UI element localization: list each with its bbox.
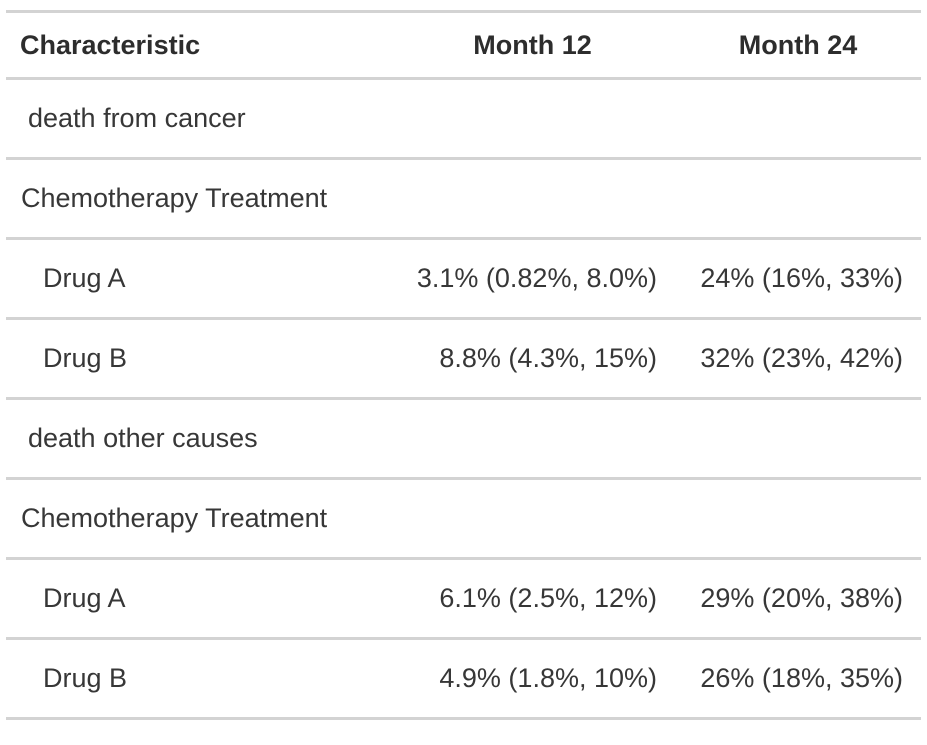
- month12-value: [390, 398, 675, 480]
- row-label-drug-a: Drug A: [6, 558, 390, 640]
- row-label-chemotherapy-treatment: Chemotherapy Treatment: [6, 158, 390, 240]
- table-row: Chemotherapy Treatment: [6, 158, 921, 240]
- table-body: death from cancer Chemotherapy Treatment…: [6, 78, 921, 720]
- row-label-chemotherapy-treatment: Chemotherapy Treatment: [6, 478, 390, 560]
- table-row: Drug A 3.1% (0.82%, 8.0%) 24% (16%, 33%): [6, 238, 921, 320]
- month12-value: [390, 78, 675, 160]
- month12-value: [390, 158, 675, 240]
- table-row: Chemotherapy Treatment: [6, 478, 921, 560]
- month12-value: 3.1% (0.82%, 8.0%): [390, 238, 675, 320]
- month24-value: [675, 398, 921, 480]
- month12-value: 4.9% (1.8%, 10%): [390, 638, 675, 720]
- month12-value: 6.1% (2.5%, 12%): [390, 558, 675, 640]
- month24-value: 29% (20%, 38%): [675, 558, 921, 640]
- row-label-drug-b: Drug B: [6, 638, 390, 720]
- month24-value: [675, 78, 921, 160]
- month24-value: 32% (23%, 42%): [675, 318, 921, 400]
- month12-value: [390, 478, 675, 560]
- table-row: Drug A 6.1% (2.5%, 12%) 29% (20%, 38%): [6, 558, 921, 640]
- table-row: Drug B 8.8% (4.3%, 15%) 32% (23%, 42%): [6, 318, 921, 400]
- row-label-drug-a: Drug A: [6, 238, 390, 320]
- row-label-death-other-causes: death other causes: [6, 398, 390, 480]
- header-row: Characteristic Month 12 Month 24: [6, 10, 921, 80]
- survival-summary-table: Characteristic Month 12 Month 24 death f…: [6, 10, 921, 720]
- month24-value: 24% (16%, 33%): [675, 238, 921, 320]
- month24-value: 26% (18%, 35%): [675, 638, 921, 720]
- row-label-death-from-cancer: death from cancer: [6, 78, 390, 160]
- column-header-month-12: Month 12: [390, 10, 675, 80]
- table-row: death other causes: [6, 398, 921, 480]
- column-header-month-24: Month 24: [675, 10, 921, 80]
- table-row: Drug B 4.9% (1.8%, 10%) 26% (18%, 35%): [6, 638, 921, 720]
- column-header-characteristic: Characteristic: [6, 10, 390, 80]
- table-header: Characteristic Month 12 Month 24: [6, 10, 921, 80]
- month24-value: [675, 478, 921, 560]
- month12-value: 8.8% (4.3%, 15%): [390, 318, 675, 400]
- month24-value: [675, 158, 921, 240]
- row-label-drug-b: Drug B: [6, 318, 390, 400]
- table-row: death from cancer: [6, 78, 921, 160]
